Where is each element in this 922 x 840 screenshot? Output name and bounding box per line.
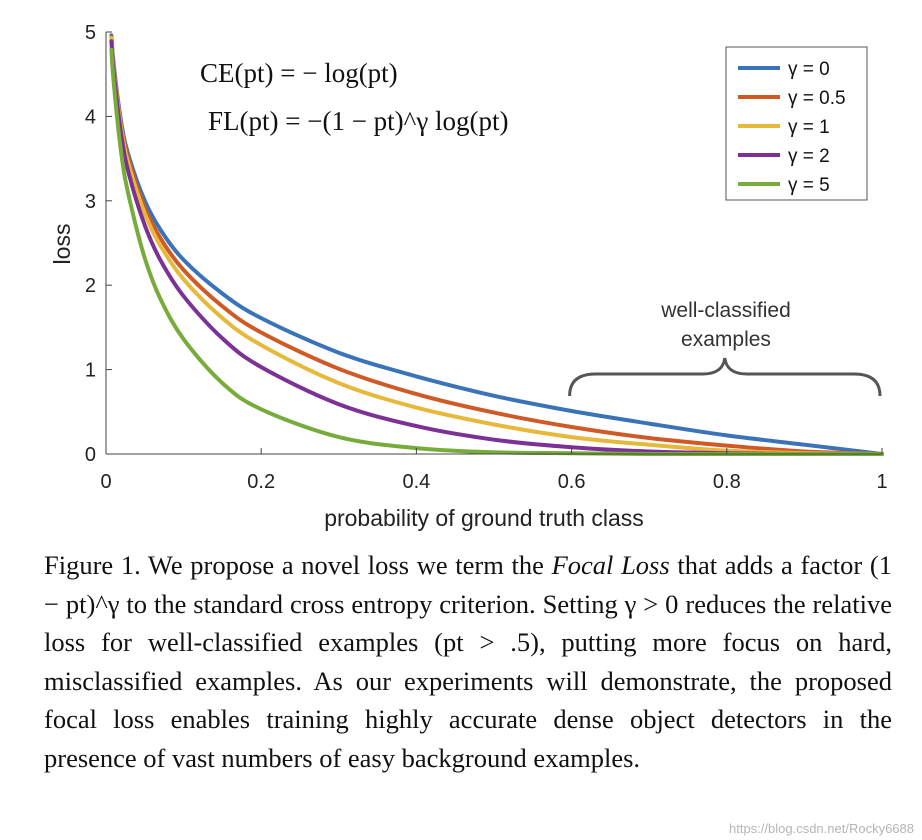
annotation-line1: well-classified (660, 299, 791, 322)
tick-labels: 0 0.2 0.4 0.6 0.8 1 0 1 2 3 4 5 (85, 22, 888, 493)
fl-formula: FL(pt) = −(1 − pt)^γ log(pt) (208, 106, 509, 136)
caption-emphasis: Focal Loss (551, 550, 670, 580)
y-axis-label: loss (49, 224, 75, 265)
y-tick-label: 4 (85, 106, 96, 128)
x-tick-label: 0 (100, 471, 111, 493)
legend: γ = 0 γ = 0.5 γ = 1 γ = 2 γ = 5 (725, 46, 868, 201)
ce-formula: CE(pt) = − log(pt) (200, 58, 398, 88)
figure-caption: Figure 1. We propose a novel loss we ter… (44, 546, 892, 777)
series-lines (109, 33, 884, 457)
x-tick-label: 0.2 (247, 471, 275, 493)
x-tick-label: 1 (876, 471, 887, 493)
legend-label-2: γ = 1 (788, 117, 830, 138)
x-tick-label: 0.8 (713, 471, 741, 493)
caption-part1: Figure 1. We propose a novel loss we ter… (44, 550, 552, 580)
legend-label-3: γ = 2 (788, 146, 830, 167)
well-classified-annotation: well-classified examples (568, 299, 882, 397)
focal-loss-chart: 0 0.2 0.4 0.6 0.8 1 0 1 2 3 4 5 loss probability of… (49, 22, 888, 531)
annotation-brace (568, 357, 882, 397)
y-tick-label: 5 (85, 22, 96, 44)
axes (105, 31, 883, 455)
legend-label-1: γ = 0.5 (788, 88, 846, 109)
x-axis-label: probability of ground truth class (324, 505, 644, 531)
legend-items: γ = 0 γ = 0.5 γ = 1 γ = 2 γ = 5 (738, 59, 846, 196)
legend-label-0: γ = 0 (788, 59, 830, 80)
caption-part2: that adds a factor (1 − pt)^γ to the sta… (44, 550, 892, 773)
watermark: https://blog.csdn.net/Rocky6688 (728, 821, 914, 836)
y-tick-label: 1 (85, 360, 96, 382)
x-tick-label: 0.6 (558, 471, 586, 493)
y-tick-label: 2 (85, 275, 96, 297)
annotation-line2: examples (681, 328, 771, 351)
x-tick-label: 0.4 (402, 471, 430, 493)
y-tick-label: 3 (85, 191, 96, 213)
y-tick-label: 0 (85, 444, 96, 466)
legend-box (725, 46, 868, 201)
legend-label-4: γ = 5 (788, 175, 830, 196)
